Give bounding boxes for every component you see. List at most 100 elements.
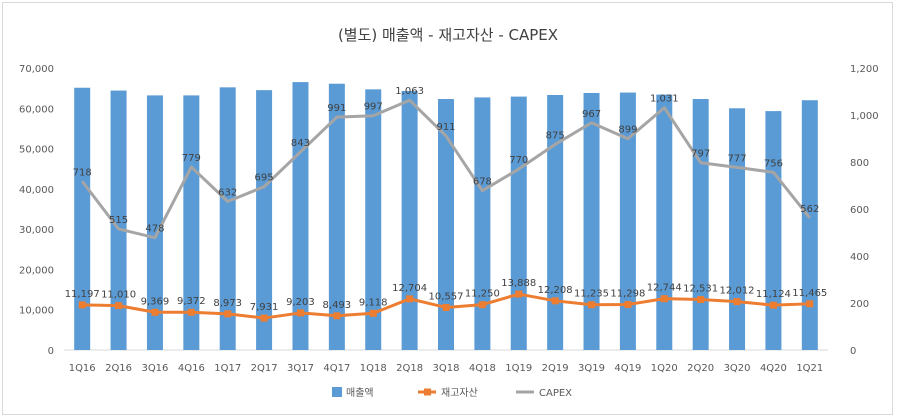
- y-left-tick-label: 40,000: [19, 185, 54, 196]
- x-tick-label: 3Q18: [433, 363, 460, 374]
- inventory-marker: [406, 295, 414, 303]
- inventory-data-label: 12,012: [720, 286, 755, 297]
- inventory-data-label: 12,744: [647, 283, 682, 294]
- y-right-tick-label: 1,200: [850, 64, 879, 75]
- x-tick-label: 3Q16: [141, 363, 168, 374]
- x-tick-label: 3Q19: [578, 363, 605, 374]
- y-right-tick-label: 400: [850, 252, 869, 263]
- inventory-data-label: 7,931: [250, 302, 279, 313]
- capex-data-label: 899: [618, 125, 637, 136]
- y-left-tick-label: 10,000: [19, 306, 54, 317]
- x-tick-label: 2Q20: [687, 363, 714, 374]
- y-left-tick-label: 30,000: [19, 225, 54, 236]
- bar: [328, 83, 345, 350]
- capex-data-label: 770: [509, 155, 528, 166]
- x-tick-label: 2Q17: [251, 363, 278, 374]
- inventory-marker: [115, 302, 123, 310]
- bar: [474, 97, 491, 350]
- inventory-marker: [769, 301, 777, 309]
- inventory-data-label: 11,124: [756, 289, 791, 300]
- capex-data-label: 777: [728, 153, 747, 164]
- capex-data-label: 875: [546, 130, 565, 141]
- capex-data-label: 1,031: [650, 94, 679, 105]
- x-tick-label: 1Q19: [505, 363, 532, 374]
- inventory-marker: [624, 300, 632, 308]
- y-left-tick-label: 60,000: [19, 104, 54, 115]
- inventory-marker: [224, 310, 232, 318]
- inventory-marker: [369, 309, 377, 317]
- bar: [183, 95, 200, 350]
- legend-label-sales: 매출액: [346, 387, 374, 399]
- capex-data-label: 515: [109, 215, 128, 226]
- inventory-data-label: 12,208: [538, 285, 573, 296]
- inventory-data-label: 12,704: [392, 283, 427, 294]
- chart-title: (별도) 매출액 - 재고자산 - CAPEX: [338, 26, 558, 44]
- bar: [619, 92, 636, 351]
- capex-data-label: 911: [436, 122, 455, 133]
- capex-data-label: 632: [218, 187, 237, 198]
- legend-label-inventory: 재고자산: [441, 387, 478, 399]
- y-right-tick-label: 1,000: [850, 111, 879, 122]
- inventory-marker: [187, 308, 195, 316]
- x-tick-label: 2Q19: [542, 363, 569, 374]
- inventory-marker: [697, 296, 705, 304]
- inventory-marker: [515, 290, 523, 298]
- inventory-marker: [806, 300, 814, 308]
- inventory-marker: [733, 298, 741, 306]
- y-right-tick-label: 0: [850, 346, 856, 357]
- x-tick-label: 4Q20: [760, 363, 787, 374]
- capex-data-label: 695: [255, 173, 274, 184]
- x-tick-label: 1Q18: [360, 363, 387, 374]
- capex-data-label: 967: [582, 109, 601, 120]
- inventory-data-label: 11,197: [65, 289, 100, 300]
- inventory-marker: [551, 297, 559, 305]
- inventory-data-label: 11,250: [465, 289, 500, 300]
- inventory-data-label: 11,010: [101, 290, 136, 301]
- bar: [729, 108, 746, 351]
- legend-label-capex: CAPEX: [539, 388, 572, 399]
- inventory-marker: [260, 314, 268, 322]
- capex-data-label: 843: [291, 138, 310, 149]
- y-right-tick-label: 600: [850, 205, 869, 216]
- bar: [656, 94, 673, 351]
- x-tick-label: 1Q16: [69, 363, 96, 374]
- capex-data-label: 478: [145, 224, 164, 235]
- inventory-data-label: 10,557: [429, 291, 464, 302]
- y-left-tick-label: 50,000: [19, 145, 54, 156]
- capex-data-label: 1,063: [395, 86, 424, 97]
- capex-data-label: 678: [473, 177, 492, 188]
- x-tick-label: 3Q20: [724, 363, 751, 374]
- x-tick-label: 2Q16: [105, 363, 132, 374]
- capex-data-label: 562: [800, 204, 819, 215]
- inventory-data-label: 12,531: [683, 284, 718, 295]
- inventory-marker: [296, 309, 304, 317]
- x-tick-label: 1Q17: [214, 363, 241, 374]
- bar: [365, 89, 382, 350]
- inventory-data-label: 11,235: [574, 289, 609, 300]
- y-right-tick-label: 200: [850, 299, 869, 310]
- capex-data-label: 797: [691, 149, 710, 160]
- bar: [110, 90, 127, 350]
- inventory-data-label: 8,973: [213, 298, 242, 309]
- inventory-data-label: 9,372: [177, 296, 206, 307]
- bar: [547, 94, 564, 351]
- bar: [146, 95, 163, 350]
- legend-swatch-sales: [332, 387, 342, 397]
- x-tick-label: 4Q19: [614, 363, 641, 374]
- x-tick-label: 2Q18: [396, 363, 423, 374]
- inventory-data-label: 9,203: [286, 297, 315, 308]
- inventory-data-label: 9,118: [359, 297, 388, 308]
- inventory-marker: [588, 301, 596, 309]
- inventory-marker: [442, 303, 450, 311]
- legend-marker-inventory: [424, 388, 431, 396]
- capex-data-label: 756: [764, 158, 783, 169]
- y-left-tick-label: 20,000: [19, 265, 54, 276]
- inventory-marker: [78, 301, 86, 309]
- inventory-marker: [660, 295, 668, 303]
- capex-data-label: 779: [182, 153, 201, 164]
- y-right-tick-label: 800: [850, 158, 869, 169]
- inventory-data-label: 11,465: [792, 288, 827, 299]
- bar: [219, 87, 236, 350]
- inventory-marker: [151, 308, 159, 316]
